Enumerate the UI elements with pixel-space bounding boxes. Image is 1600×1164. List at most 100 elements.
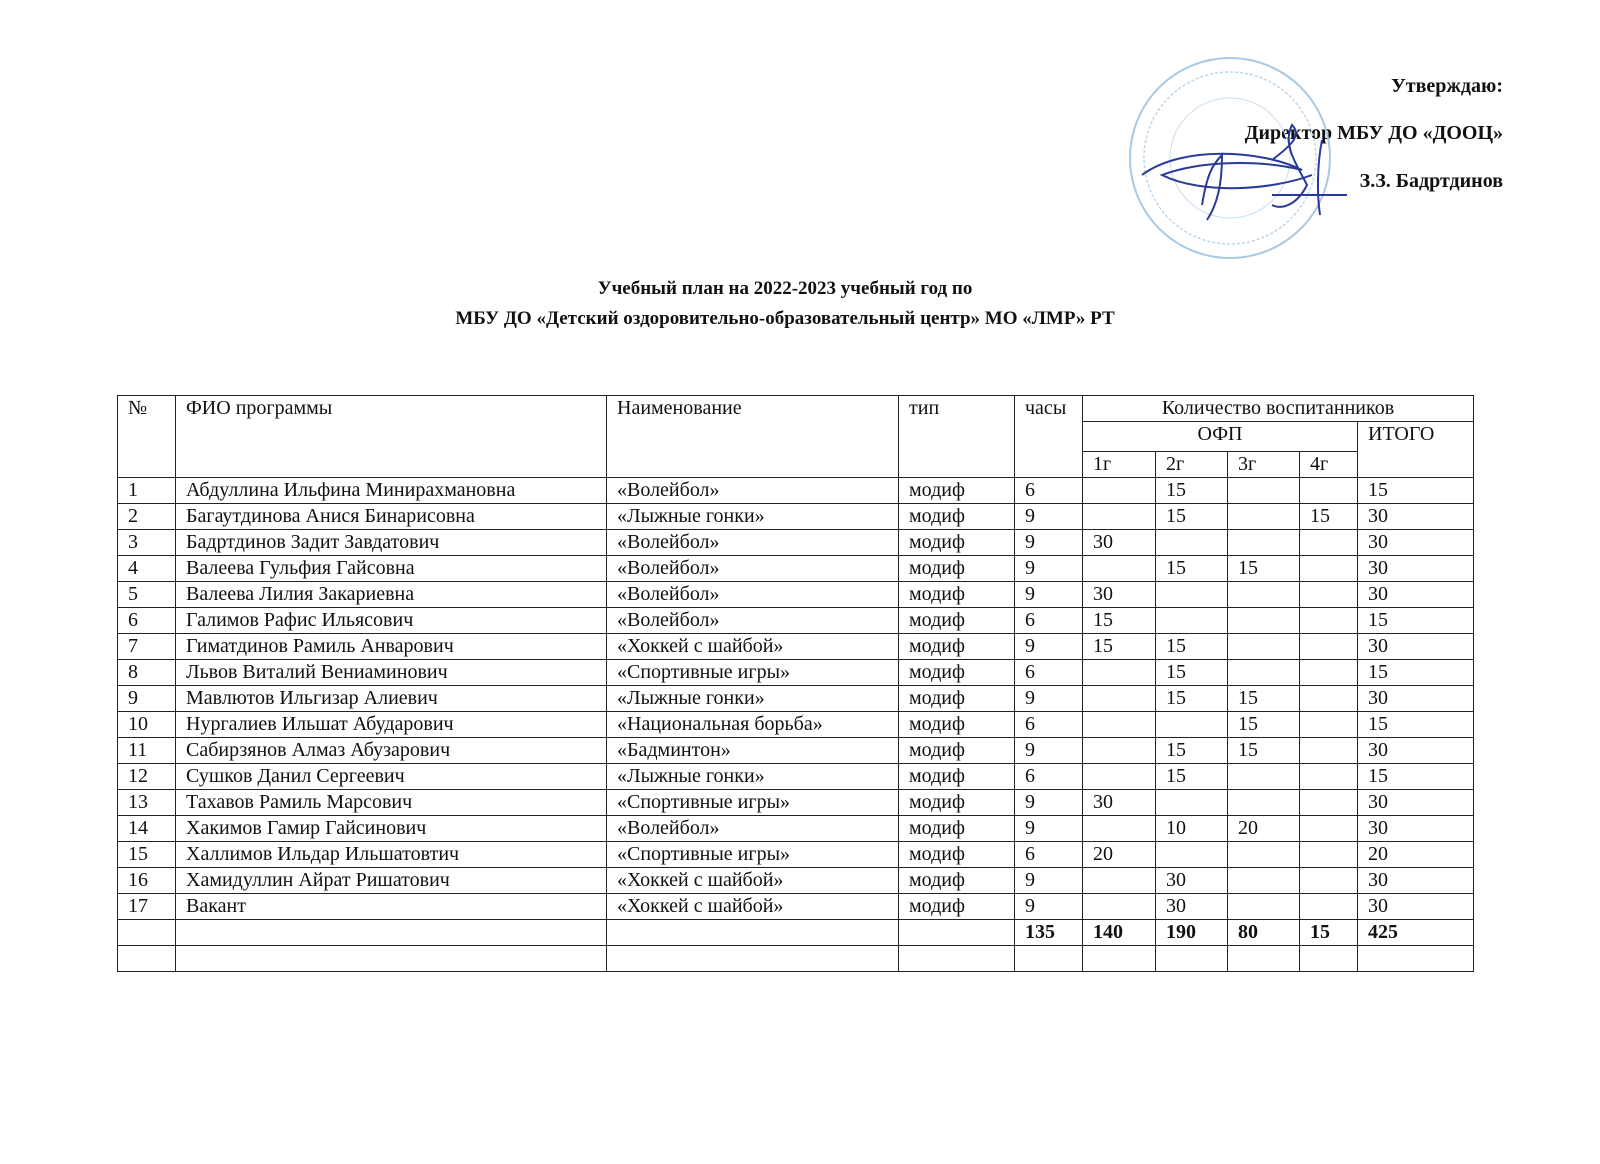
cell-fio: Багаутдинова Анися Бинарисовна [175,503,607,530]
cell-2g: 15 [1155,633,1228,660]
cell-4g [1299,477,1358,504]
cell-4g [1299,763,1358,790]
cell-fio: Халлимов Ильдар Ильшатовтич [175,841,607,868]
cell-2g: 15 [1155,503,1228,530]
cell-1g: 30 [1082,581,1156,608]
cell-hours: 9 [1014,633,1083,660]
cell-3g [1227,659,1300,686]
cell-4g [1299,893,1358,920]
cell-program: «Волейбол» [606,607,899,634]
cell-type: модиф [898,607,1015,634]
table-row: 10 Нургалиев Ильшат Абударович «Национальн… [117,711,1474,738]
cell-num: 14 [117,815,176,842]
totals-row: 135 140 190 80 15 425 [117,919,1474,946]
header-row: 1г 2г 3г 4г [118,451,1474,478]
cell-num: 16 [117,867,176,894]
cell-num: 2 [117,503,176,530]
cell-fio: Гиматдинов Рамиль Анварович [175,633,607,660]
cell-2g: 15 [1155,555,1228,582]
cell-hours: 9 [1014,737,1083,764]
cell-2g [1155,607,1228,634]
cell-fio: Тахавов Рамиль Марсович [175,789,607,816]
table-row: 7 Гиматдинов Рамиль Анварович «Хоккей с ша… [117,633,1474,660]
cell-1g [1082,503,1156,530]
cell-hours: 6 [1014,841,1083,868]
cell-program: «Волейбол» [606,555,899,582]
header-name: Наименование [606,395,899,478]
cell-num: 17 [117,893,176,920]
empty-cell [1155,945,1228,972]
cell-2g: 30 [1155,867,1228,894]
cell-3g [1227,477,1300,504]
table-row: 6 Галимов Рафис Ильясович «Волейбол» модиф 6… [117,607,1474,634]
empty-cell [1227,945,1300,972]
empty-cell [606,945,899,972]
cell-num: 12 [117,763,176,790]
total-cell-2g: 190 [1155,919,1228,946]
cell-1g [1082,555,1156,582]
header-type: тип [898,395,1015,478]
cell-1g [1082,893,1156,920]
cell-3g [1227,529,1300,556]
cell-fio: Хакимов Гамир Гайсинович [175,815,607,842]
cell-program: «Хоккей с шайбой» [606,893,899,920]
cell-total: 15 [1357,477,1474,504]
cell-4g [1299,659,1358,686]
cell-1g [1082,659,1156,686]
cell-total: 30 [1357,529,1474,556]
cell-hours: 9 [1014,867,1083,894]
cell-total: 30 [1357,737,1474,764]
cell-fio: Валеева Гульфия Гайсовна [175,555,607,582]
cell-num: 13 [117,789,176,816]
cell-num: 11 [117,737,176,764]
table-row: 9 Мавлютов Ильгизар Алиевич «Лыжные гонки»… [117,685,1474,712]
table-row: 14 Хакимов Гамир Гайсинович «Волейбол» моди… [117,815,1474,842]
cell-total: 15 [1357,711,1474,738]
curriculum-table: № ФИО программы Наименование тип часы Ко… [117,395,1474,972]
cell-3g [1227,841,1300,868]
cell-4g [1299,789,1358,816]
total-cell-num [117,919,176,946]
header-g3: 3г [1227,451,1300,478]
cell-hours: 9 [1014,503,1083,530]
cell-1g [1082,763,1156,790]
empty-cell [1014,945,1083,972]
cell-fio: Нургалиев Ильшат Абударович [175,711,607,738]
document-title-line2: МБУ ДО «Детский оздоровительно-образоват… [455,308,1115,329]
empty-cell [898,945,1015,972]
cell-1g [1082,867,1156,894]
cell-num: 9 [117,685,176,712]
cell-program: «Лыжные гонки» [606,685,899,712]
table-row: 3 Бадртдинов Задит Завдатович «Волейбол» мо… [117,529,1474,556]
cell-program: «Спортивные игры» [606,789,899,816]
cell-hours: 9 [1014,789,1083,816]
cell-4g [1299,607,1358,634]
cell-num: 8 [117,659,176,686]
cell-2g: 15 [1155,685,1228,712]
table-row: 5 Валеева Лилия Закариевна «Волейбол» модиф… [117,581,1474,608]
cell-num: 4 [117,555,176,582]
approval-signatory: З.З. Бадртдинов [1359,170,1503,192]
cell-total: 30 [1357,555,1474,582]
cell-type: модиф [898,633,1015,660]
cell-4g [1299,685,1358,712]
cell-1g [1082,737,1156,764]
cell-type: модиф [898,893,1015,920]
cell-type: модиф [898,503,1015,530]
empty-cell [1357,945,1474,972]
table-row: 12 Сушков Данил Сергеевич «Лыжные гонки» мо… [117,763,1474,790]
cell-type: модиф [898,789,1015,816]
table-row: 8 Львов Виталий Вениаминович «Спортивные и… [117,659,1474,686]
empty-cell [175,945,607,972]
cell-hours: 9 [1014,581,1083,608]
cell-4g [1299,737,1358,764]
cell-hours: 9 [1014,555,1083,582]
cell-4g [1299,581,1358,608]
cell-num: 10 [117,711,176,738]
header-total: ИТОГО [1357,421,1474,478]
empty-cell [1082,945,1156,972]
cell-2g: 15 [1155,659,1228,686]
cell-total: 30 [1357,503,1474,530]
cell-2g [1155,529,1228,556]
cell-2g: 15 [1155,737,1228,764]
